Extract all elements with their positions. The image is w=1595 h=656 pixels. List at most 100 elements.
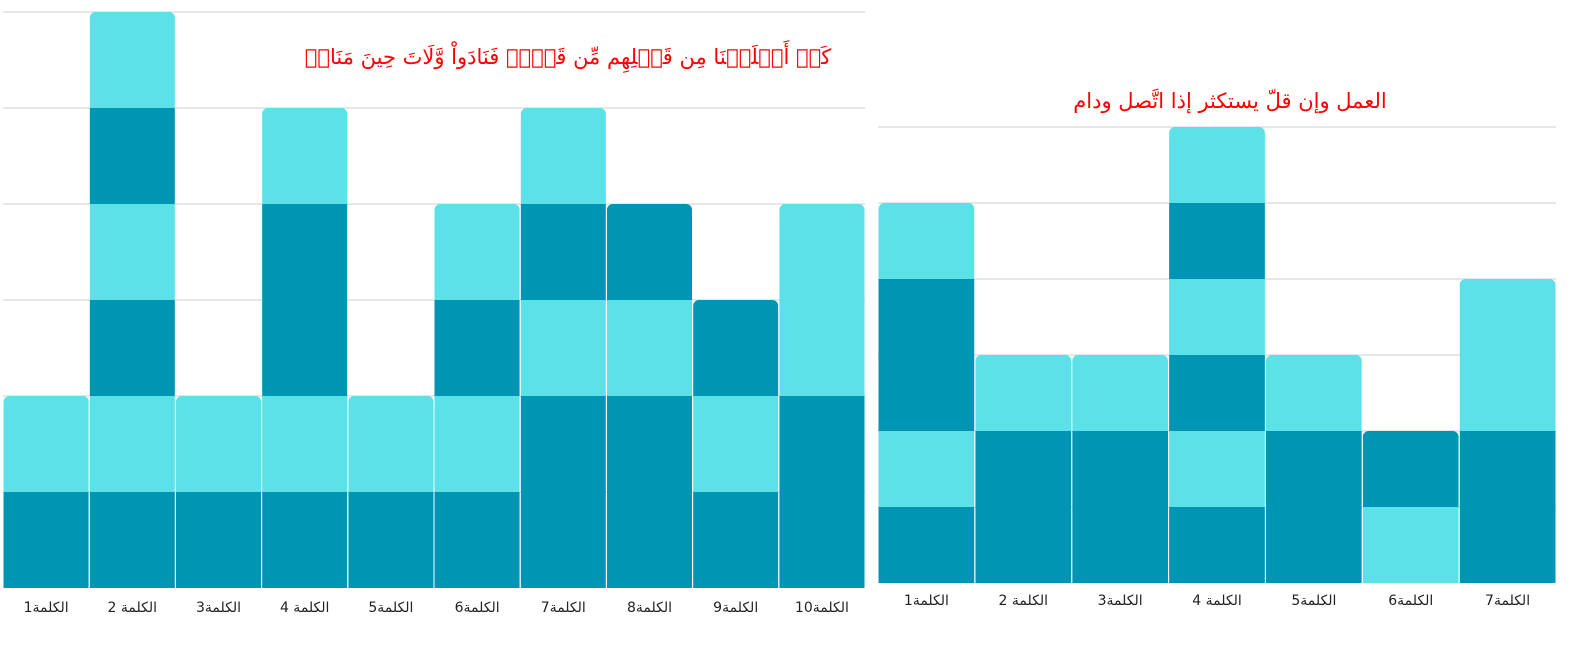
x-tick-label: الكلمة8: [627, 600, 672, 616]
bar-10: [779, 204, 865, 588]
bar-segment: [1072, 507, 1169, 583]
bar-segment: [434, 300, 520, 396]
bar-segment: [520, 300, 606, 396]
bar-segment: [1362, 507, 1459, 583]
bar-segment: [1072, 355, 1169, 431]
x-tick-label: الكلمة 2: [108, 600, 158, 616]
bar-segment: [693, 492, 779, 588]
bar-3: [1072, 355, 1169, 583]
bar-segment: [89, 108, 175, 204]
bar-6: [434, 204, 520, 588]
bar-segment: [693, 300, 779, 396]
x-tick-label: الكلمة9: [713, 600, 758, 616]
bar-segment: [606, 204, 693, 300]
bar-segment: [693, 396, 779, 492]
bar-segment: [779, 396, 865, 492]
bar-segment: [878, 279, 975, 355]
x-tick-label: الكلمة 4: [280, 600, 330, 616]
x-tick-label: الكلمة7: [541, 600, 586, 616]
bar-segment: [878, 431, 975, 507]
bar-segment: [89, 204, 175, 300]
bar-segment: [89, 12, 175, 108]
bar-segment: [520, 492, 606, 588]
bar-segment: [606, 396, 693, 492]
bar-7: [1459, 279, 1556, 583]
bar-segment: [1459, 431, 1556, 507]
bar-segment: [1265, 355, 1362, 431]
x-tick-label: الكلمة7: [1485, 593, 1530, 609]
x-tick-label: الكلمة10: [795, 600, 849, 616]
bar-segment: [175, 492, 262, 588]
bar-segment: [779, 204, 865, 300]
bar-segment: [434, 204, 520, 300]
bar-segment: [1169, 127, 1265, 203]
bar-7: [520, 108, 606, 588]
bar-4: [262, 108, 348, 588]
bar-segment: [1169, 203, 1265, 279]
bar-segment: [434, 492, 520, 588]
bar-5: [348, 396, 434, 588]
bar-segment: [1362, 431, 1459, 507]
bar-segment: [434, 396, 520, 492]
x-tick-label: الكلمة3: [1098, 593, 1143, 609]
bar-segment: [89, 300, 175, 396]
bar-segment: [1169, 431, 1265, 507]
bar-segment: [1169, 355, 1265, 431]
bar-segment: [175, 396, 262, 492]
right-chart-title: العمل وإن قلّ يستكثر إذا اتَّصل ودام: [1073, 88, 1386, 114]
x-tick-label: الكلمة6: [455, 600, 500, 616]
bar-segment: [1072, 431, 1169, 507]
x-tick-label: الكلمة1: [24, 600, 69, 616]
bar-5: [1265, 355, 1362, 583]
bar-2: [89, 12, 175, 588]
x-tick-label: الكلمة5: [368, 600, 413, 616]
bar-segment: [520, 108, 606, 204]
bar-segment: [1169, 279, 1265, 355]
left-chart-title: كَمۡ أَهۡلَكۡنَا مِن قَبۡلِهِم مِّن قَرۡ…: [305, 40, 831, 73]
bar-segment: [3, 396, 89, 492]
bar-segment: [262, 300, 348, 396]
bar-6: [1362, 431, 1459, 583]
bar-4: [1169, 127, 1265, 583]
x-tick-label: الكلمة3: [196, 600, 241, 616]
bar-segment: [262, 204, 348, 300]
bar-segment: [1459, 355, 1556, 431]
x-tick-label: الكلمة1: [904, 593, 949, 609]
bar-segment: [1265, 507, 1362, 583]
bar-segment: [878, 203, 975, 279]
bar-segment: [348, 492, 434, 588]
bar-3: [175, 396, 262, 588]
bar-segment: [520, 204, 606, 300]
bar-segment: [348, 396, 434, 492]
bar-segment: [878, 355, 975, 431]
bar-segment: [262, 492, 348, 588]
bar-segment: [975, 355, 1072, 431]
bar-segment: [779, 492, 865, 588]
bar-segment: [89, 492, 175, 588]
bar-segment: [262, 108, 348, 204]
bar-segment: [89, 396, 175, 492]
bar-segment: [606, 492, 693, 588]
bar-segment: [606, 300, 693, 396]
bar-segment: [262, 396, 348, 492]
x-tick-label: الكلمة 2: [999, 593, 1049, 609]
bar-segment: [779, 300, 865, 396]
left-chart: كَمۡ أَهۡلَكۡنَا مِن قَبۡلِهِم مِّن قَرۡ…: [3, 11, 865, 616]
bar-segment: [975, 507, 1072, 583]
bar-segment: [1459, 507, 1556, 583]
bar-segment: [975, 431, 1072, 507]
bar-8: [606, 204, 693, 588]
bar-segment: [1169, 507, 1265, 583]
bar-segment: [878, 507, 975, 583]
x-tick-label: الكلمة5: [1291, 593, 1336, 609]
bar-segment: [1265, 431, 1362, 507]
x-tick-label: الكلمة6: [1388, 593, 1433, 609]
x-tick-label: الكلمة 4: [1192, 593, 1242, 609]
bar-2: [975, 355, 1072, 583]
bar-1: [878, 203, 975, 583]
bar-segment: [3, 492, 89, 588]
bar-segment: [520, 396, 606, 492]
right-chart: العمل وإن قلّ يستكثر إذا اتَّصل ودام الك…: [878, 88, 1556, 609]
bar-9: [693, 300, 779, 588]
